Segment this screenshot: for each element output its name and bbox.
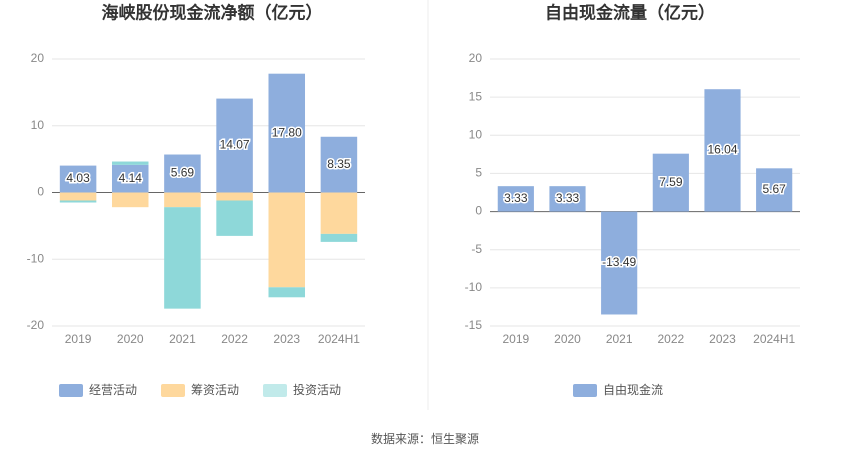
y-tick-label: 20 <box>469 51 483 65</box>
x-tick-label: 2024H1 <box>318 332 360 346</box>
bar <box>216 200 253 236</box>
bar <box>268 287 306 298</box>
value-label: 7.59 <box>659 175 683 189</box>
bar <box>59 192 97 201</box>
x-tick-label: 2019 <box>65 332 92 346</box>
legend-label: 自由现金流 <box>603 382 663 397</box>
value-label: 8.35 <box>327 157 351 171</box>
bar <box>601 211 638 315</box>
legend-label: 筹资活动 <box>191 383 239 397</box>
bar <box>320 233 358 242</box>
y-tick-label: -15 <box>465 318 483 332</box>
legend-label: 经营活动 <box>89 383 137 397</box>
bar <box>320 192 358 234</box>
value-label: 5.67 <box>762 182 786 196</box>
bar <box>216 192 253 201</box>
y-tick-label: 5 <box>475 166 482 180</box>
x-tick-label: 2022 <box>221 332 248 346</box>
bar <box>164 207 201 309</box>
bar <box>111 161 149 165</box>
bar <box>216 98 253 193</box>
x-tick-label: 2020 <box>117 332 144 346</box>
bar <box>164 154 201 193</box>
value-label: 5.69 <box>171 166 195 180</box>
value-label: 16.04 <box>707 143 737 157</box>
source: 数据来源：恒生聚源 <box>371 431 479 446</box>
bar <box>549 186 586 212</box>
value-label: 3.33 <box>504 191 528 205</box>
bar <box>756 168 793 212</box>
bar <box>59 165 97 193</box>
x-tick-label: 2023 <box>709 332 736 346</box>
y-tick-label: 10 <box>469 127 483 141</box>
bar <box>320 136 358 193</box>
bar <box>164 192 201 208</box>
x-tick-label: 2022 <box>657 332 684 346</box>
bar <box>111 192 149 208</box>
y-tick-label: 15 <box>469 89 483 103</box>
value-label: -13.49 <box>602 255 636 269</box>
legend-swatch <box>59 384 83 397</box>
legend-swatch <box>263 384 287 397</box>
bar <box>111 164 149 193</box>
value-label: 4.03 <box>66 171 90 185</box>
y-tick-label: -20 <box>27 318 45 332</box>
value-label: 4.14 <box>119 171 143 185</box>
bar <box>704 89 741 212</box>
y-tick-label: 0 <box>37 185 44 199</box>
y-tick-label: -10 <box>27 251 45 265</box>
legend-label: 投资活动 <box>293 382 341 397</box>
legend-swatch <box>161 384 185 397</box>
bar <box>59 200 97 203</box>
chart-title: 海峡股份现金流净额（亿元） <box>102 2 323 22</box>
bar <box>652 153 689 212</box>
y-tick-label: -10 <box>465 280 483 294</box>
x-tick-label: 2024H1 <box>753 332 795 346</box>
value-label: 3.33 <box>556 191 580 205</box>
legend-swatch <box>573 384 597 397</box>
chart-title: 自由现金流量（亿元） <box>545 2 715 22</box>
y-tick-label: 0 <box>475 204 482 218</box>
x-tick-label: 2021 <box>606 332 633 346</box>
bar <box>268 192 306 288</box>
y-tick-label: 10 <box>31 118 45 132</box>
bar <box>268 73 306 193</box>
y-tick-label: 20 <box>31 51 45 65</box>
value-label: 17.80 <box>272 125 302 139</box>
value-label: 14.07 <box>220 138 250 152</box>
y-tick-label: -5 <box>471 242 482 256</box>
x-tick-label: 2021 <box>169 332 196 346</box>
bar <box>497 186 534 212</box>
x-tick-label: 2023 <box>273 332 300 346</box>
x-tick-label: 2019 <box>502 332 529 346</box>
x-tick-label: 2020 <box>554 332 581 346</box>
